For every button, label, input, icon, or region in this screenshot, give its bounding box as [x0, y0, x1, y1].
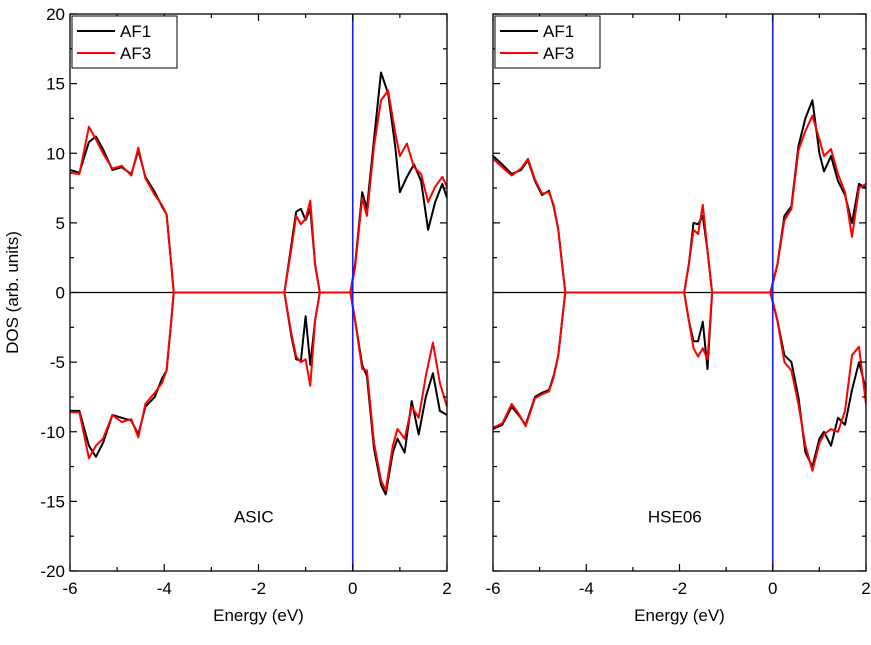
left-y-tick-label: 5 — [56, 214, 65, 233]
left-y-tick-label: -20 — [40, 562, 65, 581]
right-legend-label-af3: AF3 — [543, 44, 574, 63]
left-legend-label-af1: AF1 — [120, 22, 151, 41]
left-data-area — [70, 71, 447, 496]
left-x-tick-label: -6 — [62, 579, 77, 598]
left-x-tick-label: -2 — [251, 579, 266, 598]
left-y-tick-label: 15 — [46, 75, 65, 94]
left-y-tick-label: -15 — [40, 492, 65, 511]
left-legend-box — [71, 15, 178, 69]
left-y-tick-label: -10 — [40, 423, 65, 442]
left-y-tick-label: -5 — [50, 353, 65, 372]
right-series-af3-spin-up — [493, 114, 866, 294]
right-data-area — [493, 99, 866, 472]
left-series-af1-spin-down — [70, 291, 447, 496]
right-series-af1-spin-down — [493, 291, 866, 468]
left-annotation: ASIC — [234, 507, 274, 526]
left-x-tick-label: 0 — [348, 579, 357, 598]
right-x-axis-title: Energy (eV) — [634, 606, 725, 625]
left-y-axis-title: DOS (arb. units) — [3, 231, 22, 354]
left-x-axis-title: Energy (eV) — [213, 606, 304, 625]
left-legend-label-af3: AF3 — [120, 44, 151, 63]
right-x-tick-label: -2 — [672, 579, 687, 598]
right-x-tick-label: -4 — [579, 579, 594, 598]
left-y-tick-label: 10 — [46, 144, 65, 163]
right-annotation: HSE06 — [648, 507, 702, 526]
right-series-af1-spin-up — [493, 99, 866, 294]
right-series-af3-spin-down — [493, 291, 866, 472]
right-legend-box — [494, 15, 601, 69]
right-x-tick-label: 0 — [768, 579, 777, 598]
left-y-tick-label: 0 — [56, 284, 65, 303]
right-x-tick-label: 2 — [861, 579, 870, 598]
left-x-tick-label: 2 — [442, 579, 451, 598]
right-legend-label-af1: AF1 — [543, 22, 574, 41]
left-y-tick-label: 20 — [46, 5, 65, 24]
left-series-af3-spin-up — [70, 89, 447, 294]
left-series-af3-spin-down — [70, 291, 447, 492]
left-x-tick-label: -4 — [157, 579, 172, 598]
right-x-tick-label: -6 — [485, 579, 500, 598]
